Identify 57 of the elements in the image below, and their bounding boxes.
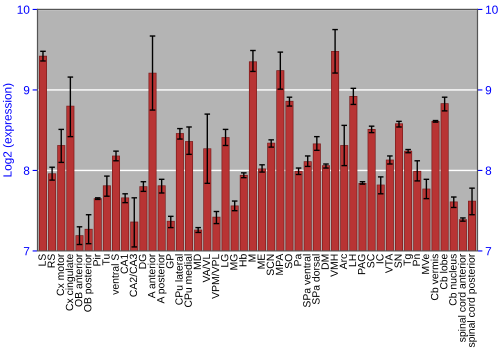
x-tick-label: DG [138,254,146,268]
x-tick-label: M [248,254,256,262]
x-tick-label: SPa dorsal [312,254,320,304]
x-tick-label: RS [48,254,55,268]
x-tick-label: OB posterior [84,254,94,312]
x-tick-label: SC [367,254,374,268]
x-tick-label: LS [38,254,46,266]
x-tick-label: Tg [404,254,413,266]
x-tick-label: PAG [358,254,366,274]
x-tick-label: Pir [92,254,100,266]
x-tick-label: SO [284,254,292,268]
x-tick-label: spinal cord anterior [458,254,468,342]
x-tick-label: LG [220,254,228,267]
x-tick-label: MG [230,254,238,270]
x-tick-label: MVe [422,254,430,274]
x-tick-label: DM [321,254,329,270]
x-tick-label: Arc [340,254,348,270]
x-tick-label: GP [166,254,174,268]
x-tick-label: VTA [385,254,393,274]
x-tick-label: CPu medial [184,254,192,308]
y2-tick-label: 8 [486,166,492,175]
x-tick-label: Cb lobe [440,254,448,290]
x-tick-label: A posterior [156,254,167,304]
x-tick-label: CA2/CA3 [129,254,138,297]
x-tick-label: VA/VL [202,254,210,282]
x-tick-label: VPM/VPL [212,254,220,299]
x-tick-label: ventral S [111,254,119,295]
x-tick-label: SCN [266,254,274,276]
x-tick-label: CPu lateral [175,254,183,305]
x-tick-label: SPa ventral [302,254,311,308]
y-tick-label: 10 [18,5,30,14]
x-tick-label: Cb vermis [430,254,438,300]
x-tick-label: Cb nucleus [448,254,457,306]
x-tick-label: Tu [102,254,110,266]
x-tick-label: Pa [294,254,302,266]
y-axis-title: Log2 (expression) [2,84,14,176]
x-tick-label: VMH [330,254,338,277]
x-tick-label: SN [394,254,402,268]
x-tick-label: spinal cord posterior [467,254,477,348]
x-tick-label: MD [194,254,201,270]
x-tick-label: CA1 [120,254,128,274]
x-tick-label: ME [258,254,265,268]
x-tick-label: Cx cingulate [66,254,76,311]
x-tick-label: LH [348,254,356,266]
y2-tick-label: 9 [486,86,492,94]
x-tick-label: Cx motor [56,254,64,296]
y2-tick-label: 10 [486,5,498,14]
y-tick-label: 7 [24,247,30,256]
y2-tick-label: 7 [486,247,492,256]
x-tick-label: A anterior [148,254,156,298]
y-tick-label: 9 [24,86,30,94]
x-tick-label: Pn [412,254,420,266]
x-tick-label: OB anterior [74,254,82,306]
x-tick-label: IC [376,254,384,264]
x-tick-label: MPA [276,254,284,275]
y-tick-label: 8 [24,166,30,175]
x-tick-label: Hb [238,254,247,266]
